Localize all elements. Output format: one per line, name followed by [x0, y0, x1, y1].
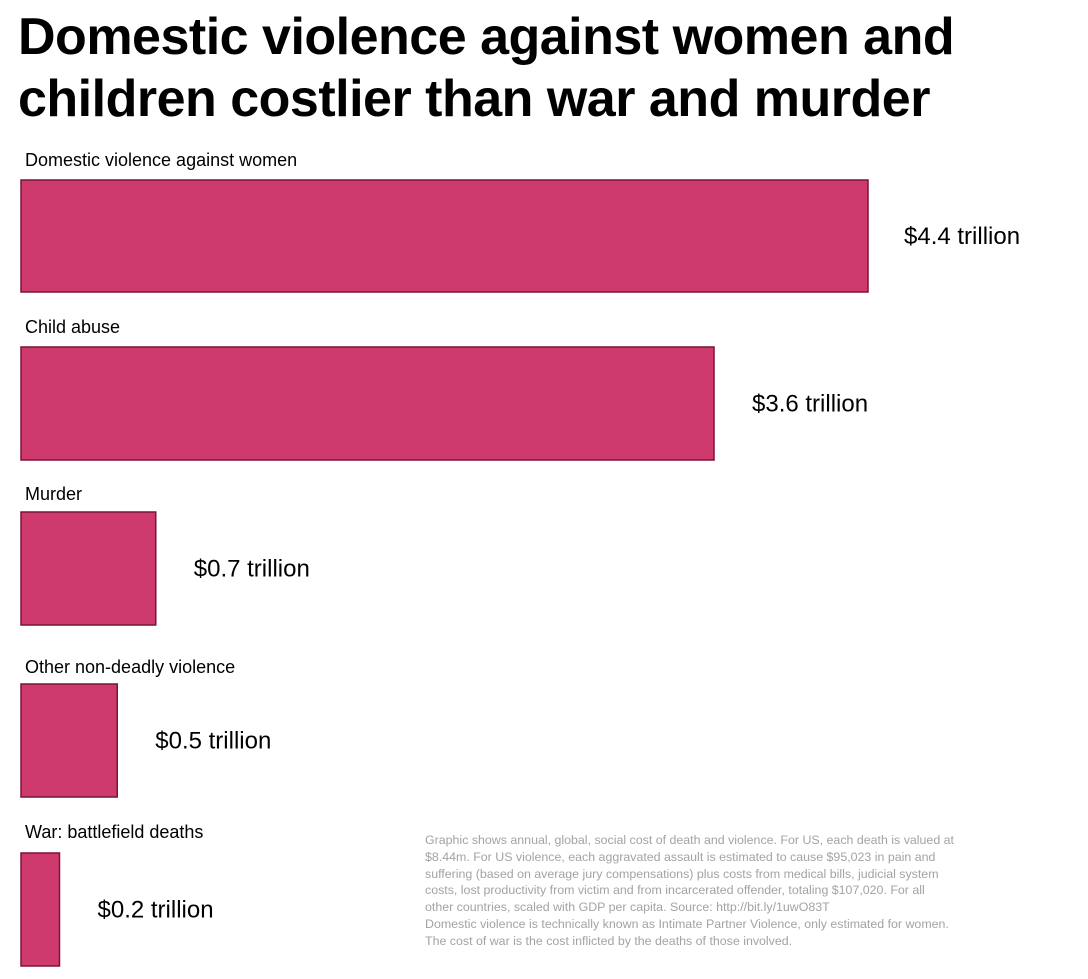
footnote-line: Domestic violence is technically known a…: [425, 916, 949, 931]
value-label: $4.4 trillion: [904, 223, 1020, 250]
category-label: Other non-deadly violence: [25, 657, 235, 677]
footnote-line: costs, lost productivity from victim and…: [425, 883, 925, 898]
footnote: Graphic shows annual, global, social cos…: [425, 832, 1057, 950]
category-label: Murder: [25, 484, 82, 504]
title-line-2: children costlier than war and murder: [18, 70, 930, 128]
category-label: Domestic violence against women: [25, 150, 297, 170]
value-label: $3.6 trillion: [752, 391, 868, 418]
category-label: Child abuse: [25, 317, 120, 337]
value-label: $0.7 trillion: [194, 556, 310, 583]
bar: [20, 852, 61, 967]
footnote-line: other countries, scaled with GDP per cap…: [425, 900, 830, 915]
bar: [20, 346, 715, 461]
footnote-line: suffering (based on average jury compens…: [425, 866, 939, 881]
footnote-line: $8.44m. For US violence, each aggravated…: [425, 849, 936, 864]
value-label: $0.5 trillion: [155, 728, 271, 755]
value-label: $0.2 trillion: [98, 897, 214, 924]
bar: [20, 511, 157, 626]
bar: [20, 179, 869, 293]
title-line-1: Domestic violence against women and: [18, 8, 955, 66]
chart-title: Domestic violence against women and chil…: [18, 6, 1078, 130]
category-label: War: battlefield deaths: [25, 822, 203, 842]
footnote-line: The cost of war is the cost inflicted by…: [425, 933, 793, 948]
footnote-line: Graphic shows annual, global, social cos…: [425, 833, 954, 847]
bar: [20, 683, 118, 798]
